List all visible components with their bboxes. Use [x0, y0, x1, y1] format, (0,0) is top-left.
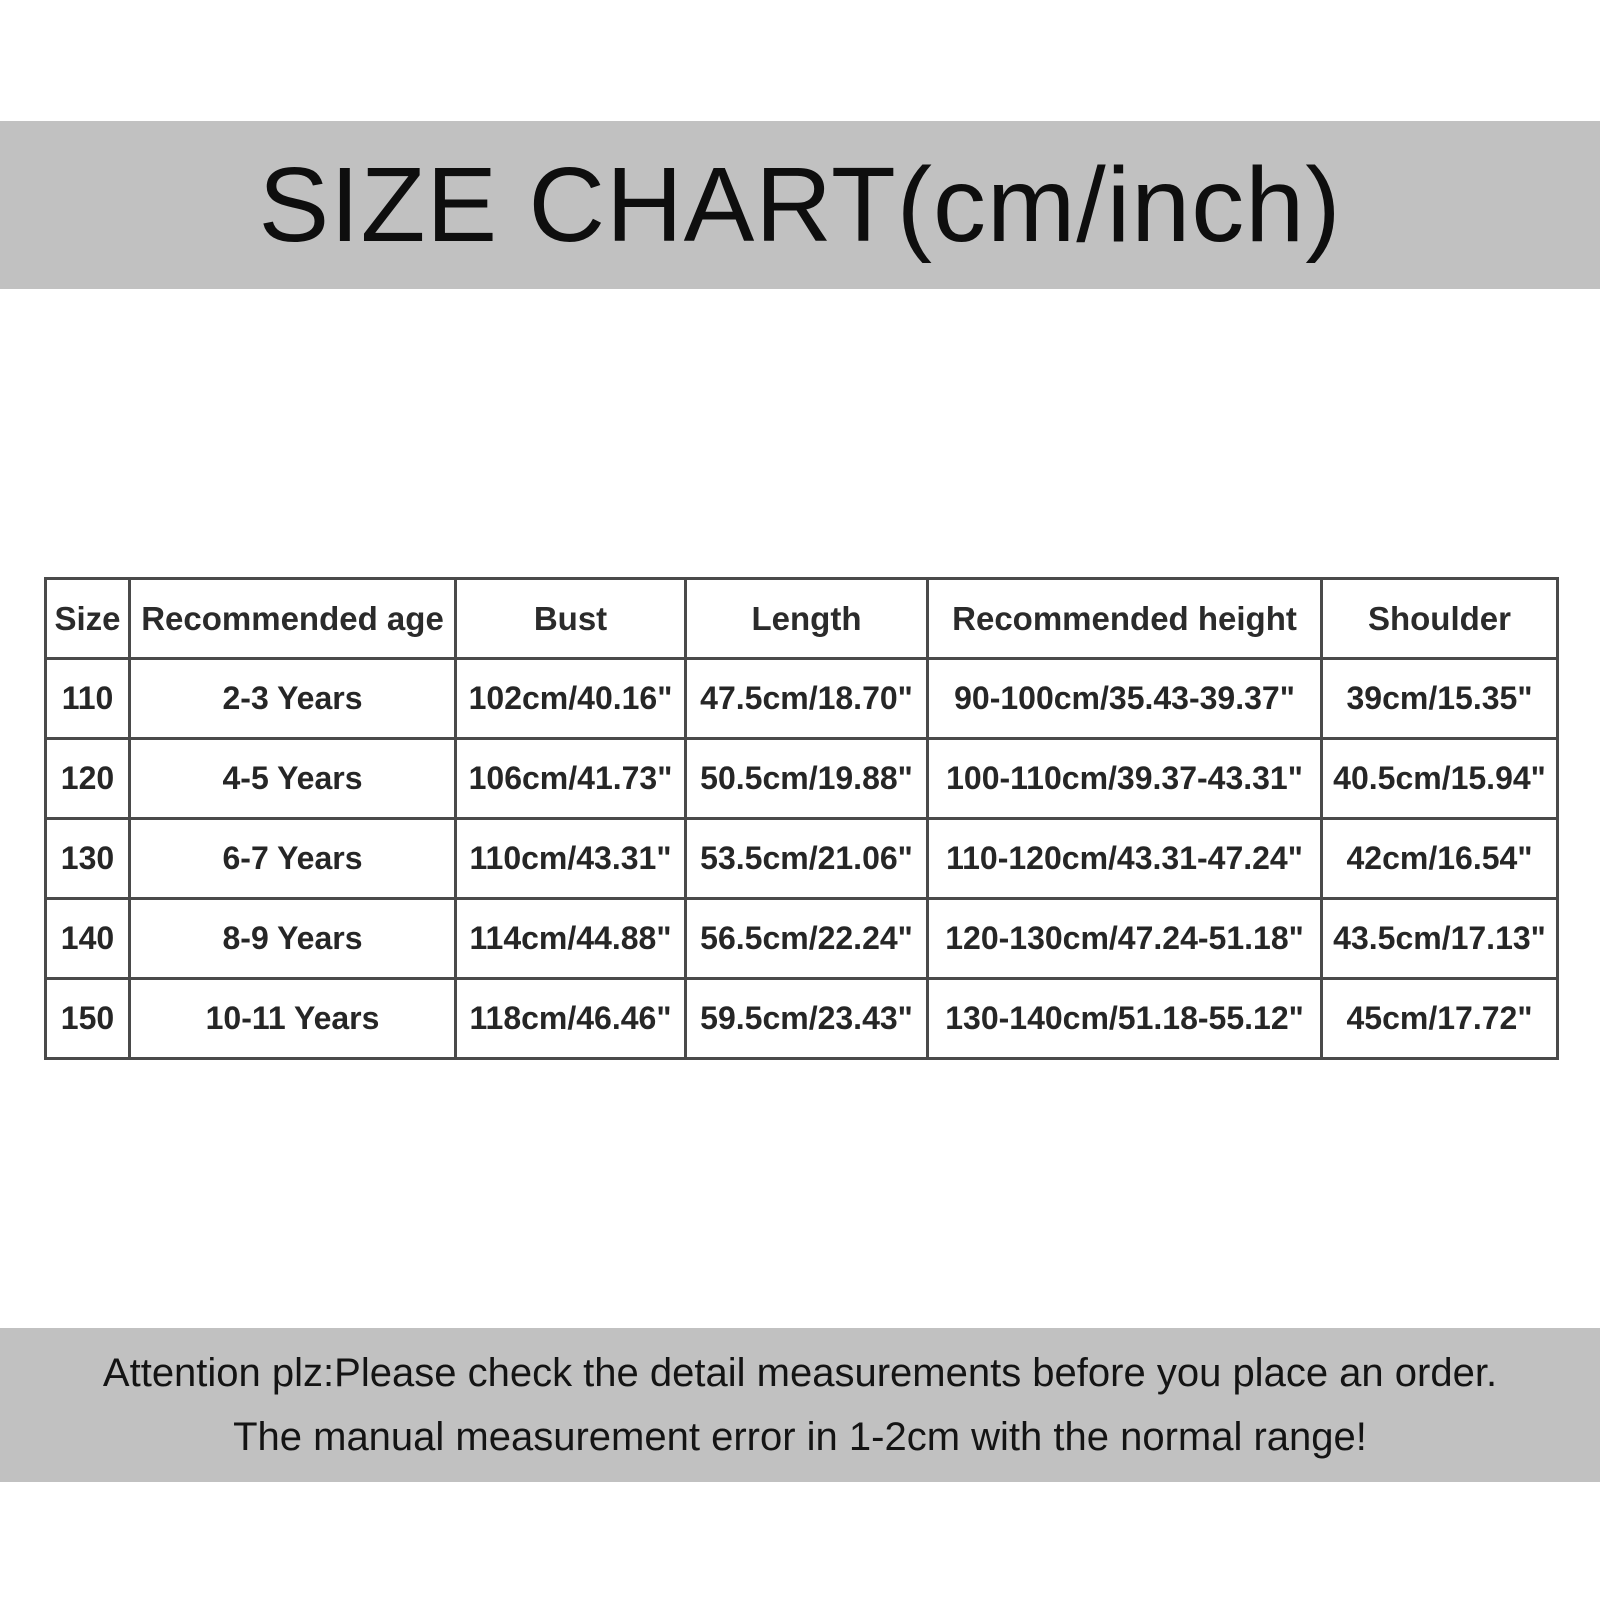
cell-shoulder: 40.5cm/15.94"	[1320, 737, 1559, 820]
cell-recommended-height: 100-110cm/39.37-43.31"	[926, 737, 1323, 820]
column-header-size: Size	[44, 577, 131, 660]
cell-bust: 106cm/41.73"	[454, 737, 687, 820]
cell-recommended-height: 110-120cm/43.31-47.24"	[926, 817, 1323, 900]
cell-length: 47.5cm/18.70"	[684, 657, 929, 740]
title-banner: SIZE CHART(cm/inch)	[0, 121, 1600, 289]
cell-size: 130	[44, 817, 131, 900]
attention-line-1: Attention plz:Please check the detail me…	[102, 1351, 1498, 1395]
table-row-120: 120 4-5 Years 106cm/41.73" 50.5cm/19.88"…	[44, 737, 1559, 820]
cell-recommended-age: 10-11 Years	[128, 977, 457, 1060]
cell-bust: 118cm/46.46"	[454, 977, 687, 1060]
cell-shoulder: 43.5cm/17.13"	[1320, 897, 1559, 980]
cell-size: 140	[44, 897, 131, 980]
cell-length: 53.5cm/21.06"	[684, 817, 929, 900]
cell-bust: 114cm/44.88"	[454, 897, 687, 980]
attention-line-2: The manual measurement error in 1-2cm wi…	[233, 1415, 1367, 1459]
column-header-length: Length	[684, 577, 929, 660]
size-table: Size Recommended age Bust Length Recomme…	[44, 577, 1559, 1060]
cell-shoulder: 42cm/16.54"	[1320, 817, 1559, 900]
table-row-110: 110 2-3 Years 102cm/40.16" 47.5cm/18.70"…	[44, 657, 1559, 740]
column-header-recommended-height: Recommended height	[926, 577, 1323, 660]
cell-recommended-height: 130-140cm/51.18-55.12"	[926, 977, 1323, 1060]
column-header-bust: Bust	[454, 577, 687, 660]
cell-shoulder: 45cm/17.72"	[1320, 977, 1559, 1060]
table-row-150: 150 10-11 Years 118cm/46.46" 59.5cm/23.4…	[44, 977, 1559, 1060]
cell-recommended-age: 4-5 Years	[128, 737, 457, 820]
column-header-shoulder: Shoulder	[1320, 577, 1559, 660]
cell-length: 56.5cm/22.24"	[684, 897, 929, 980]
cell-bust: 110cm/43.31"	[454, 817, 687, 900]
page-title: SIZE CHART(cm/inch)	[258, 145, 1342, 264]
table-row-140: 140 8-9 Years 114cm/44.88" 56.5cm/22.24"…	[44, 897, 1559, 980]
cell-recommended-height: 90-100cm/35.43-39.37"	[926, 657, 1323, 740]
cell-recommended-height: 120-130cm/47.24-51.18"	[926, 897, 1323, 980]
attention-banner: Attention plz:Please check the detail me…	[0, 1328, 1600, 1482]
cell-size: 150	[44, 977, 131, 1060]
cell-recommended-age: 2-3 Years	[128, 657, 457, 740]
cell-bust: 102cm/40.16"	[454, 657, 687, 740]
cell-shoulder: 39cm/15.35"	[1320, 657, 1559, 740]
cell-recommended-age: 8-9 Years	[128, 897, 457, 980]
column-header-recommended-age: Recommended age	[128, 577, 457, 660]
cell-size: 110	[44, 657, 131, 740]
cell-length: 50.5cm/19.88"	[684, 737, 929, 820]
cell-length: 59.5cm/23.43"	[684, 977, 929, 1060]
header-row: Size Recommended age Bust Length Recomme…	[44, 577, 1559, 660]
cell-recommended-age: 6-7 Years	[128, 817, 457, 900]
table-row-130: 130 6-7 Years 110cm/43.31" 53.5cm/21.06"…	[44, 817, 1559, 900]
cell-size: 120	[44, 737, 131, 820]
